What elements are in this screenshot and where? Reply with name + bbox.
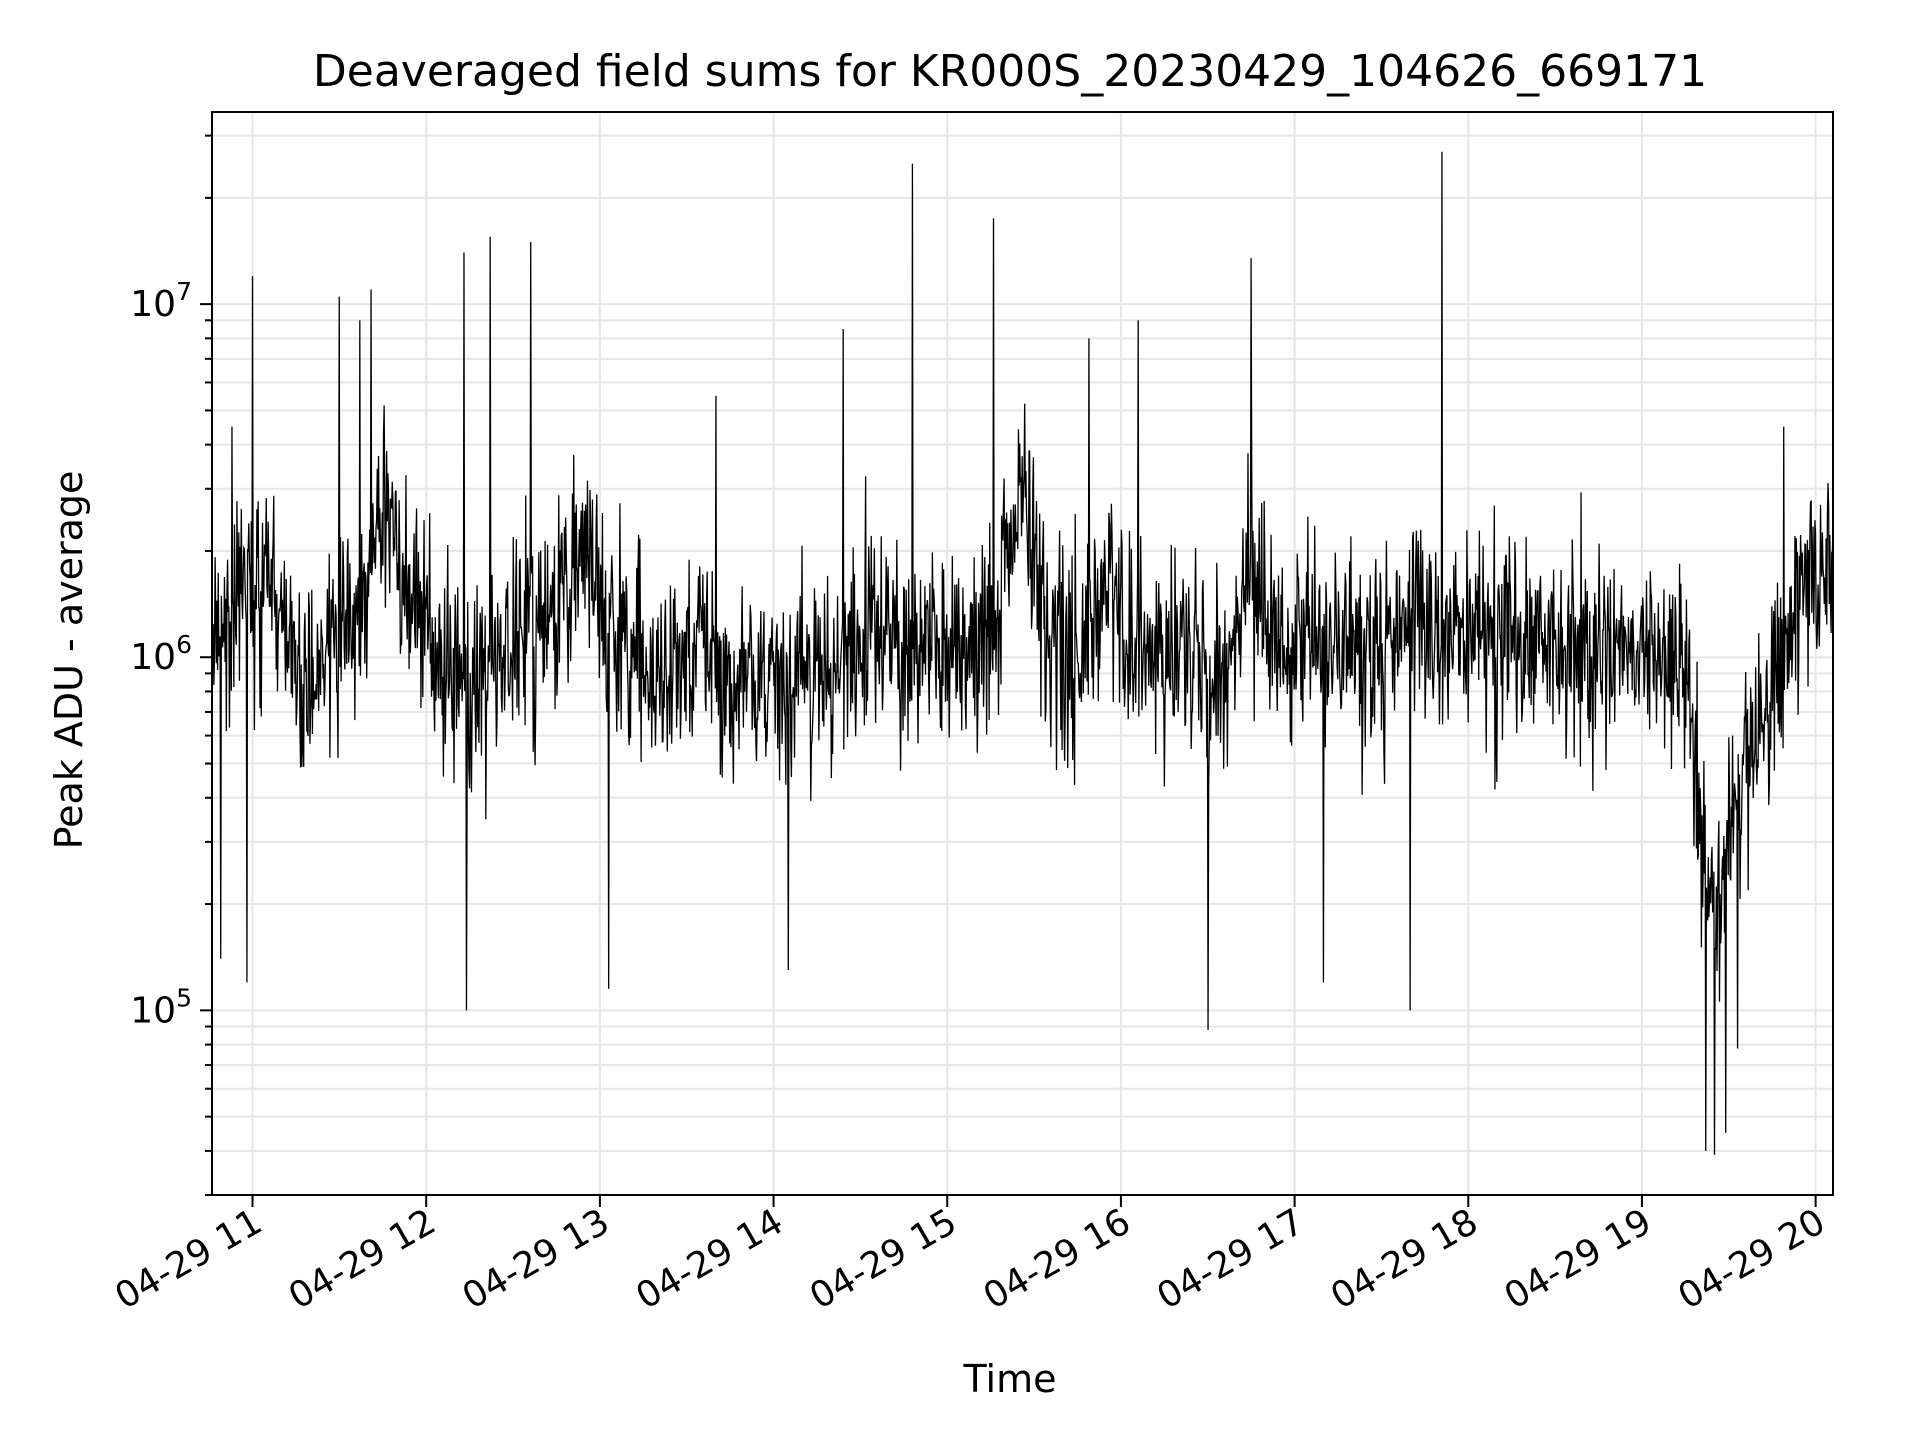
y-axis-label: Peak ADU - average bbox=[47, 471, 91, 850]
y-tick-label: 106 bbox=[130, 630, 192, 678]
series-group bbox=[211, 151, 1834, 1155]
y-axis: 105 106 107 bbox=[130, 134, 212, 1196]
series-line bbox=[211, 151, 1834, 1155]
plot-frame bbox=[211, 111, 1834, 1196]
x-axis-label: Time bbox=[963, 1357, 1057, 1401]
chart-title: Deaveraged field sums for KR000S_2023042… bbox=[313, 46, 1707, 97]
y-tick-label: 107 bbox=[130, 277, 192, 325]
y-tick-label: 105 bbox=[130, 983, 192, 1031]
